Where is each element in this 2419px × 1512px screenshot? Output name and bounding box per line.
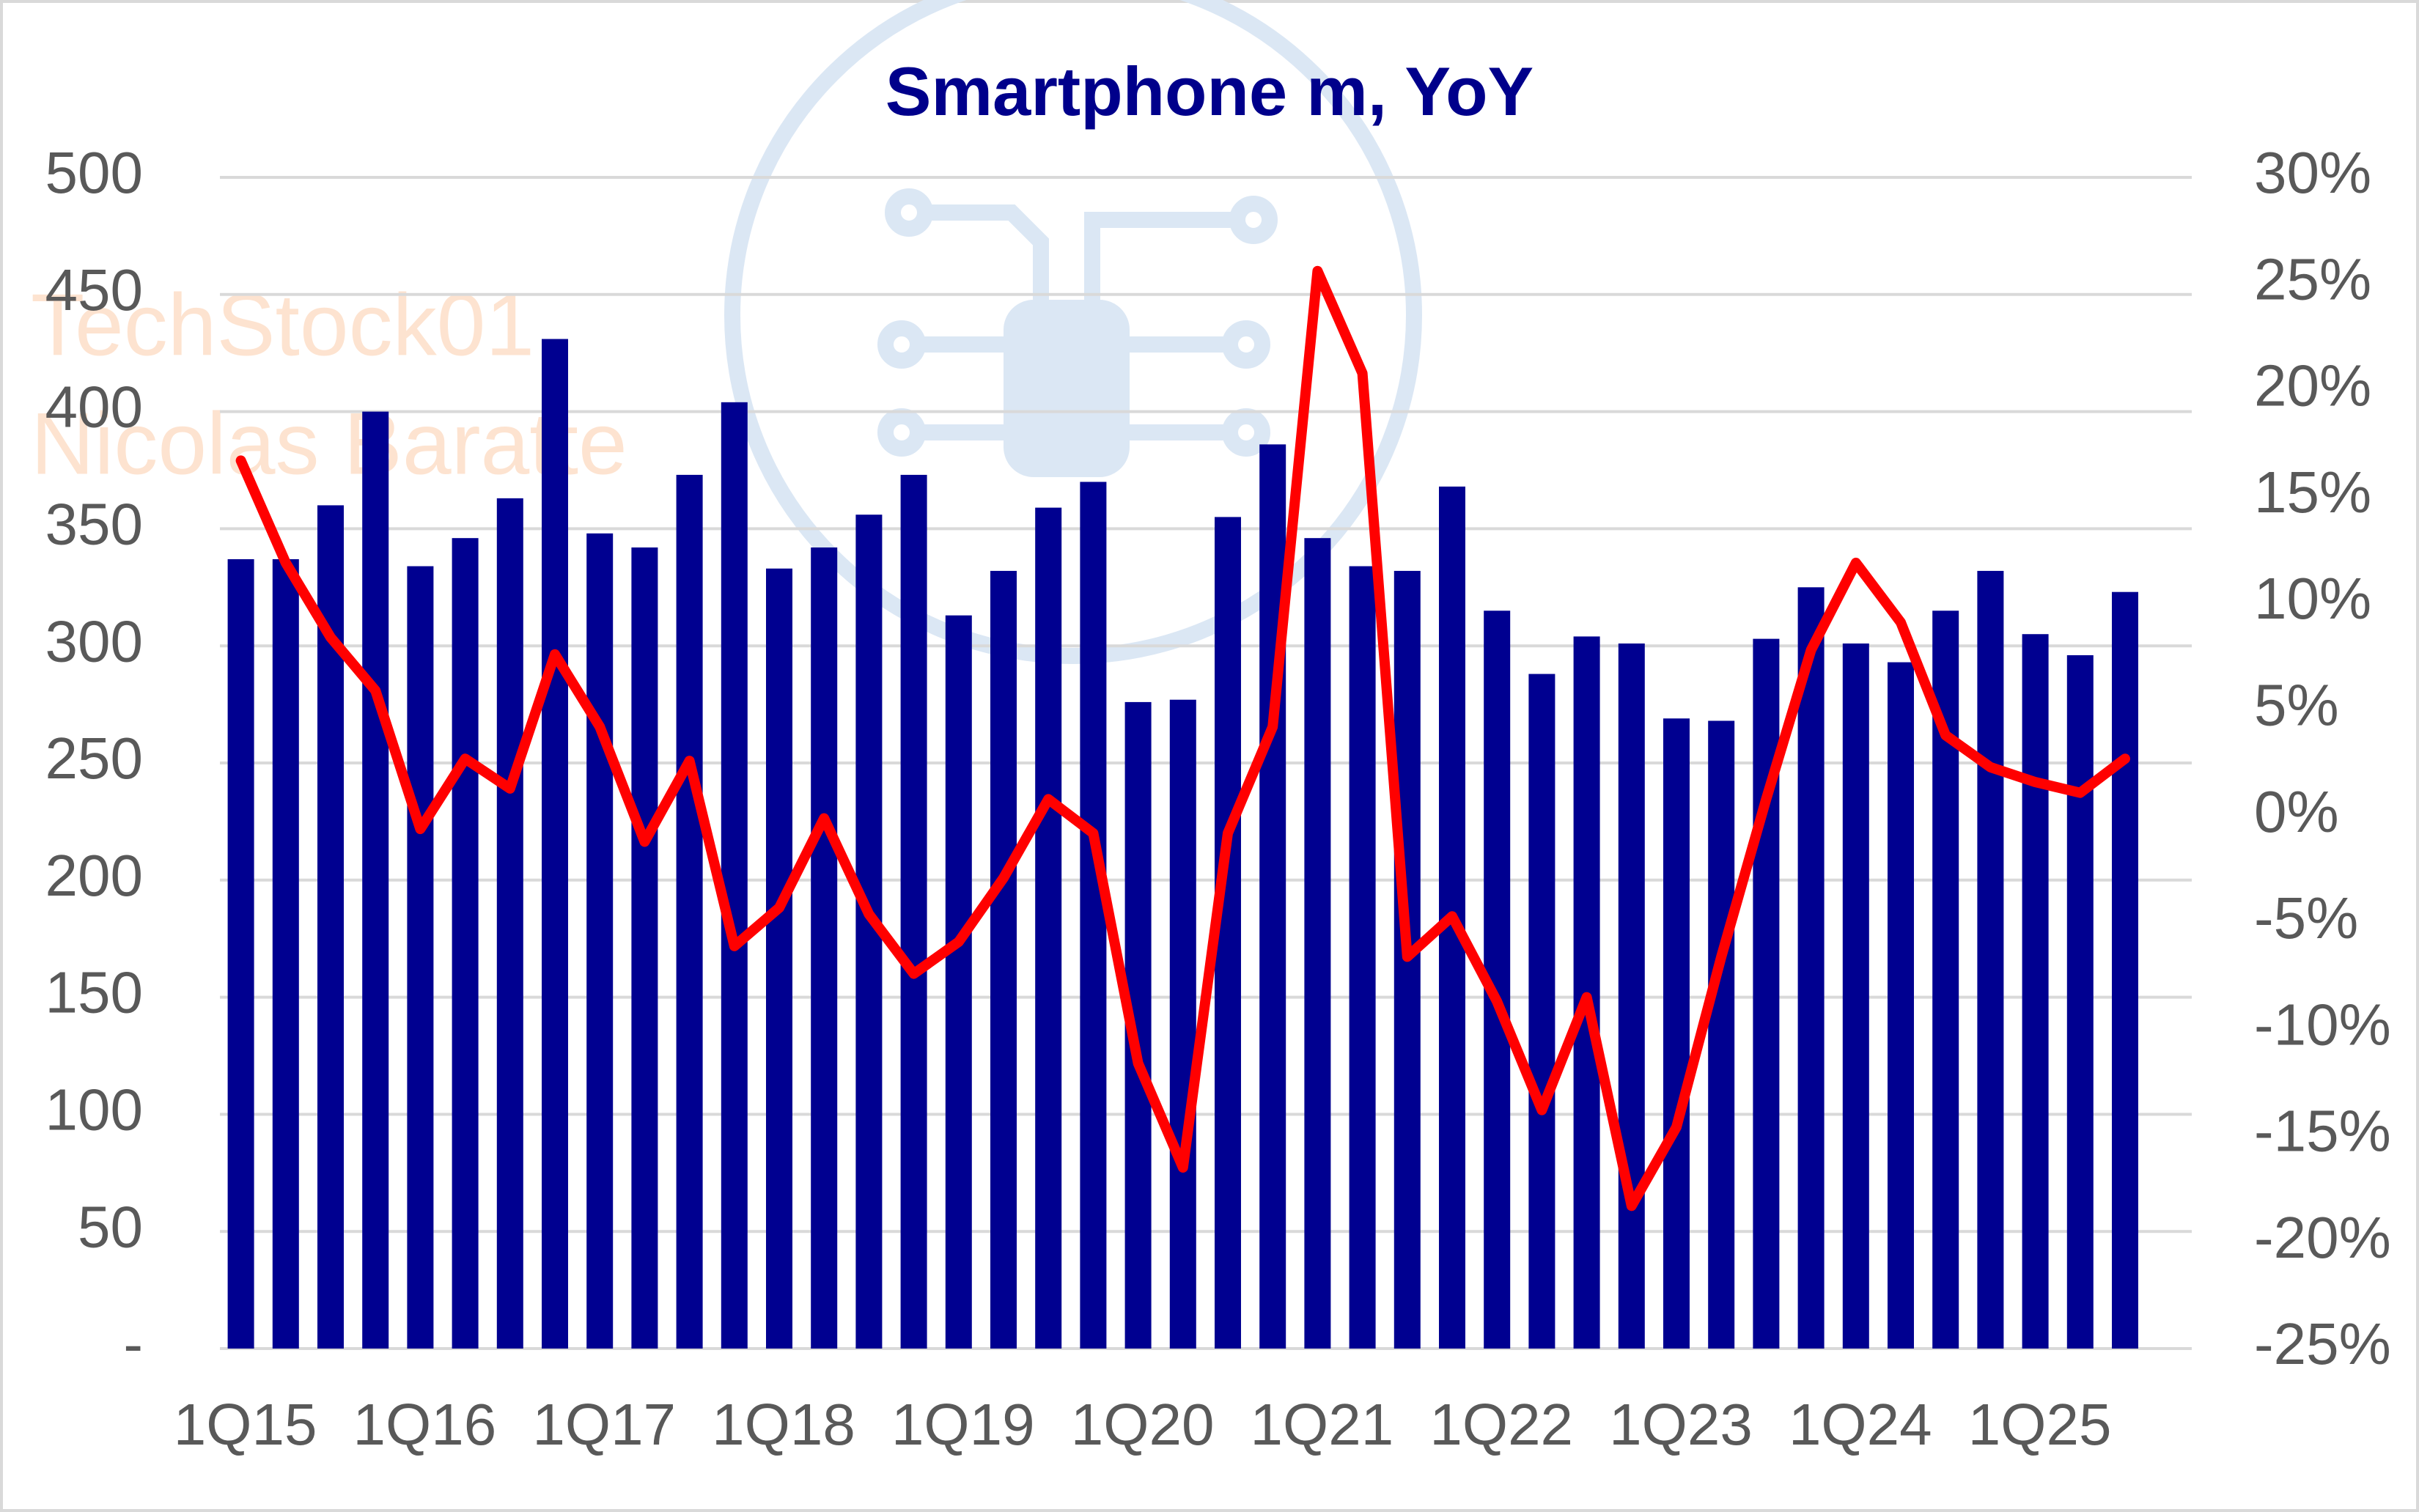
x-tick-label: 1Q15 <box>174 1392 317 1457</box>
y2-tick-label: -20% <box>2254 1205 2391 1270</box>
chart-title: Smartphone m, YoY <box>886 53 1533 130</box>
y2-tick-label: 5% <box>2254 672 2339 737</box>
bar <box>945 615 972 1349</box>
bar <box>766 568 792 1349</box>
bar <box>1753 638 1780 1349</box>
bar <box>811 547 838 1349</box>
bar <box>1663 718 1690 1349</box>
y-tick-label: 500 <box>45 140 143 205</box>
x-tick-label: 1Q20 <box>1071 1392 1215 1457</box>
y2-tick-label: 25% <box>2254 246 2371 311</box>
bar <box>1708 720 1735 1349</box>
bar <box>1080 482 1107 1349</box>
bar <box>1259 444 1286 1349</box>
x-tick-label: 1Q19 <box>891 1392 1035 1457</box>
y-tick-label: 450 <box>45 257 143 322</box>
bar <box>676 474 703 1349</box>
bar <box>272 558 299 1349</box>
bar <box>1618 643 1645 1349</box>
bar <box>1349 566 1376 1349</box>
bar <box>407 566 434 1349</box>
bar <box>1528 674 1555 1349</box>
y2-tick-label: -25% <box>2254 1311 2391 1376</box>
x-tick-label: 1Q25 <box>1968 1392 2112 1457</box>
plot <box>227 265 2138 1349</box>
bar <box>496 498 523 1349</box>
x-tick-label: 1Q22 <box>1429 1392 1573 1457</box>
bar <box>990 570 1017 1349</box>
y-tick-label: 200 <box>45 843 143 908</box>
x-tick-label: 1Q24 <box>1789 1392 1932 1457</box>
y-tick-label: 250 <box>45 726 143 791</box>
y-tick-label: 150 <box>45 960 143 1025</box>
bar <box>1035 507 1062 1349</box>
y2-tick-label: 0% <box>2254 779 2339 844</box>
y-tick-label: 350 <box>45 492 143 557</box>
bar <box>2066 654 2094 1349</box>
bar <box>1977 570 2004 1349</box>
x-tick-label: 1Q18 <box>712 1392 855 1457</box>
y-tick-label: - <box>123 1311 143 1376</box>
bar <box>227 558 254 1349</box>
bar <box>1169 699 1196 1349</box>
bar <box>586 533 614 1349</box>
line <box>235 265 2130 1212</box>
y2-tick-label: -5% <box>2254 885 2358 951</box>
bar <box>362 411 389 1349</box>
bar <box>1304 538 1331 1349</box>
bar <box>900 474 927 1349</box>
x-tick-label: 1Q16 <box>353 1392 497 1457</box>
y2-tick-label: -15% <box>2254 1099 2391 1164</box>
y-tick-label: 100 <box>45 1077 143 1143</box>
y-tick-label: 300 <box>45 608 143 674</box>
bar <box>721 402 748 1349</box>
bar <box>452 538 479 1349</box>
y-tick-label: 50 <box>78 1194 143 1259</box>
bar <box>1842 643 1869 1349</box>
y2-tick-label: 20% <box>2254 353 2371 418</box>
watermark: TechStock01 <box>31 276 534 375</box>
bar <box>631 547 658 1349</box>
y2-tick-label: 30% <box>2254 140 2371 205</box>
x-tick-label: 1Q23 <box>1609 1392 1753 1457</box>
y2-tick-label: 10% <box>2254 566 2371 631</box>
logo <box>724 0 1422 664</box>
bar <box>2112 591 2138 1349</box>
bar <box>542 339 568 1349</box>
y2-tick-label: -10% <box>2254 992 2391 1057</box>
x-tick-label: 1Q21 <box>1251 1392 1394 1457</box>
y-tick-label: 400 <box>45 375 143 440</box>
x-tick-label: 1Q17 <box>532 1392 676 1457</box>
bar <box>2022 634 2049 1349</box>
bar <box>1888 662 1914 1349</box>
bar <box>1797 587 1825 1349</box>
y2-tick-label: 15% <box>2254 460 2371 525</box>
